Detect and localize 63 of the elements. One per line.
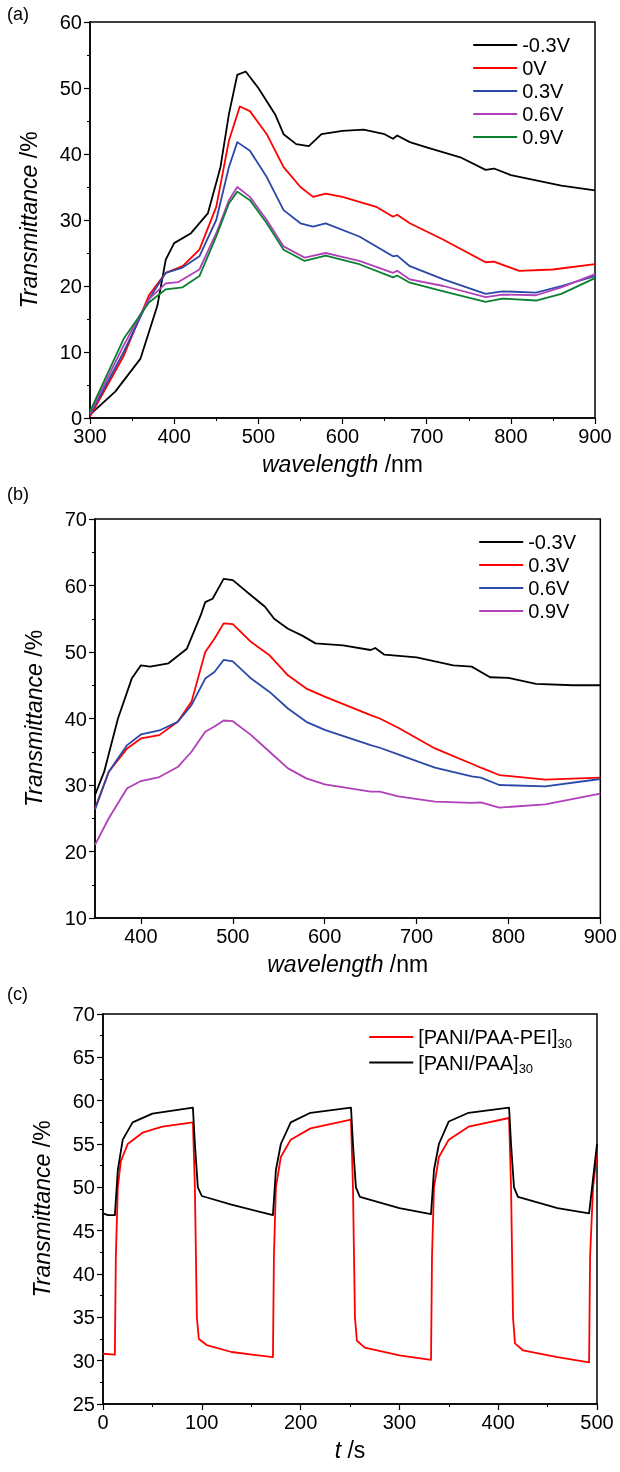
line-series	[102, 1117, 598, 1364]
x-tick-label: 600	[325, 425, 360, 447]
x-tick-label: 200	[283, 1411, 318, 1433]
x-axis-title: wavelength /nm	[261, 450, 424, 477]
legend-label: 0.6V	[528, 577, 570, 599]
x-tick-label: 900	[578, 425, 612, 447]
line-series	[94, 659, 602, 811]
x-tick-label: 400	[157, 425, 191, 447]
legend-label: 0.3V	[522, 80, 564, 102]
y-tick-label: 55	[72, 1133, 95, 1155]
chart-title: (b)	[7, 484, 29, 504]
legend-label: 0.9V	[528, 600, 570, 622]
y-tick-label: 70	[72, 1003, 95, 1025]
y-tick-label: 30	[64, 774, 87, 796]
x-axis-title: t /s	[334, 1436, 366, 1463]
y-tick-label: 60	[72, 1089, 95, 1112]
y-tick-label: 10	[64, 907, 87, 929]
x-tick-label: 500	[216, 925, 250, 947]
y-tick-label: 65	[72, 1046, 95, 1069]
line-series	[94, 622, 602, 810]
y-tick-label: 30	[59, 209, 82, 231]
legend-label: 0V	[522, 57, 548, 79]
legend-label: -0.3V	[522, 34, 571, 56]
y-tick-label: 10	[59, 341, 82, 363]
x-tick-label: 500	[241, 425, 276, 447]
legend-label: 0.9V	[522, 126, 564, 148]
y-axis-title: Transmittance /%	[28, 1120, 55, 1298]
y-tick-label: 25	[72, 1393, 95, 1415]
y-tick-label: 20	[59, 275, 82, 297]
x-tick-label: 800	[494, 425, 528, 447]
x-tick-label: 700	[399, 925, 434, 947]
x-tick-label: 600	[308, 925, 342, 947]
x-tick-label: 100	[185, 1411, 219, 1433]
y-tick-label: 70	[64, 508, 87, 530]
chart-title: (c)	[7, 984, 28, 1004]
legend-label: 0.3V	[528, 554, 570, 576]
y-tick-label: 40	[59, 143, 82, 165]
y-axis-title: Transmittance /%	[20, 629, 47, 808]
y-tick-label: 30	[72, 1349, 95, 1372]
y-tick-label: 35	[72, 1306, 95, 1329]
y-tick-label: 50	[72, 1176, 95, 1199]
y-tick-label: 20	[64, 840, 87, 863]
y-tick-label: 40	[64, 707, 87, 730]
y-tick-label: 50	[59, 77, 82, 99]
y-tick-label: 60	[59, 11, 82, 33]
y-tick-label: 40	[72, 1263, 95, 1285]
legend-label: -0.3V	[528, 531, 577, 553]
y-tick-label: 60	[64, 574, 87, 597]
x-tick-label: 400	[481, 1411, 515, 1433]
x-tick-label: 700	[409, 425, 444, 447]
line-series	[94, 719, 602, 846]
x-tick-label: 500	[580, 1411, 614, 1433]
y-tick-label: 50	[64, 641, 87, 663]
x-tick-label: 400	[124, 925, 158, 947]
y-axis-title: Transmittance /%	[15, 131, 42, 309]
x-tick-label: 0	[97, 1411, 109, 1433]
x-tick-label: 300	[382, 1411, 417, 1433]
x-tick-label: 800	[491, 925, 526, 947]
y-tick-label: 45	[72, 1219, 95, 1242]
legend-label: 0.6V	[522, 103, 564, 125]
chart-title: (a)	[7, 4, 29, 24]
x-tick-label: 900	[583, 925, 617, 947]
x-axis-title: wavelength /nm	[267, 950, 429, 977]
